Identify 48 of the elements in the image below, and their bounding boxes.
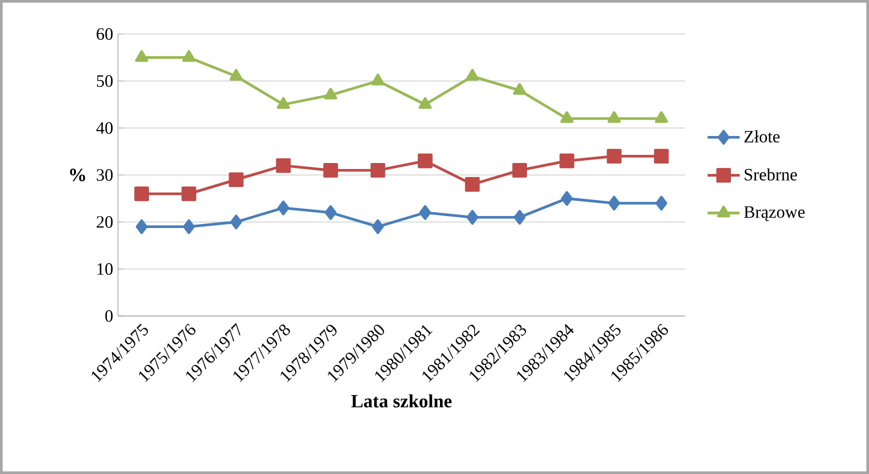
point <box>606 148 622 164</box>
point <box>466 210 478 225</box>
point <box>608 111 621 123</box>
point <box>371 74 384 86</box>
point <box>230 68 243 81</box>
point <box>134 186 149 202</box>
point <box>419 205 431 220</box>
point <box>182 186 196 202</box>
point <box>560 154 574 168</box>
point <box>654 111 668 123</box>
point <box>418 154 432 168</box>
y-tick-label: 20 <box>96 216 113 228</box>
point <box>514 210 526 225</box>
x-axis-title: Lata szkolne <box>351 394 452 408</box>
point <box>466 68 479 81</box>
point <box>228 172 244 188</box>
y-tick-label: 60 <box>96 28 113 40</box>
point <box>512 162 527 178</box>
y-tick-label: 40 <box>96 122 113 134</box>
legend-label: Srebrne <box>744 168 797 181</box>
point <box>654 148 669 164</box>
point <box>561 191 573 206</box>
y-tick-label: 10 <box>97 263 113 275</box>
point <box>372 219 384 234</box>
point <box>278 200 290 216</box>
legend-label: Brązowe <box>744 206 805 222</box>
point <box>560 111 574 123</box>
point <box>418 97 432 109</box>
point <box>135 50 148 62</box>
point <box>182 50 196 62</box>
y-tick-label: 30 <box>96 169 113 181</box>
point <box>136 219 148 234</box>
point <box>465 177 480 192</box>
y-tick-label: 50 <box>96 75 113 87</box>
point <box>230 214 242 230</box>
legend-label: Złote <box>744 130 780 142</box>
point <box>183 219 195 234</box>
point <box>276 97 290 109</box>
point <box>276 158 291 173</box>
point <box>656 196 668 211</box>
point <box>324 205 336 220</box>
point <box>324 88 338 100</box>
point <box>370 162 386 178</box>
y-axis-title: % <box>70 168 86 182</box>
y-tick-label: 0 <box>105 310 113 322</box>
point <box>513 83 526 95</box>
point <box>608 196 620 211</box>
point <box>323 162 338 178</box>
